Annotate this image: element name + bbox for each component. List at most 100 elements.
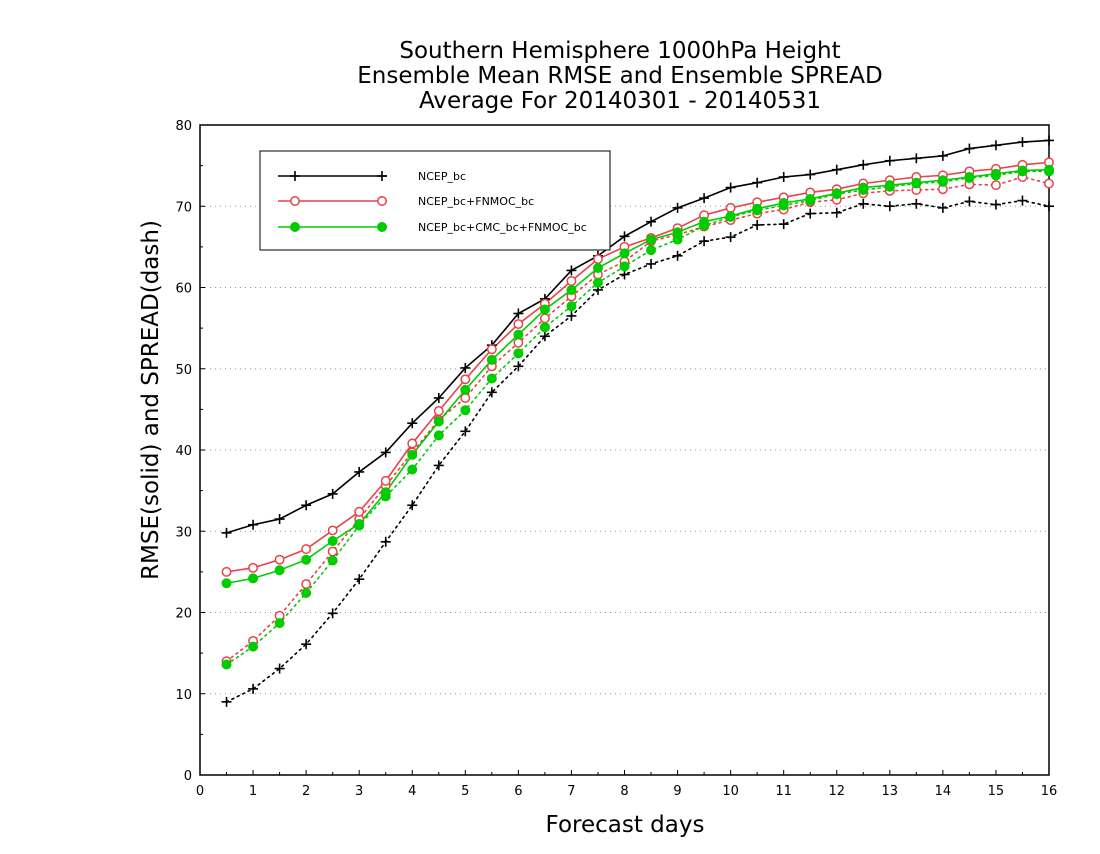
- spread-point-ncep-bc-fnmoc-bc: [327, 546, 338, 557]
- spread-point-ncep-bc-cmc-bc-fnmoc-bc: [460, 405, 471, 416]
- x-tick-label-15: 15: [988, 784, 1005, 799]
- series-layer: [221, 135, 1054, 707]
- spread-line-ncep-bc-fnmoc-bc: [225, 176, 1050, 663]
- rmse-point-ncep-bc: [327, 488, 338, 499]
- x-tick-label-8: 8: [620, 784, 628, 799]
- spread-point-ncep-bc-fnmoc-bc: [460, 393, 471, 403]
- rmse-point-ncep-bc-cmc-bc-fnmoc-bc: [327, 536, 338, 546]
- rmse-point-ncep-bc: [566, 265, 577, 276]
- spread-point-ncep-bc: [407, 500, 418, 511]
- rmse-point-ncep-bc: [354, 466, 365, 477]
- spread-point-ncep-bc: [646, 258, 657, 269]
- rmse-point-ncep-bc: [911, 153, 922, 164]
- spread-point-ncep-bc-cmc-bc-fnmoc-bc: [646, 245, 657, 256]
- rmse-point-ncep-bc-cmc-bc-fnmoc-bc: [805, 193, 816, 204]
- rmse-point-ncep-bc-cmc-bc-fnmoc-bc: [858, 182, 869, 193]
- spread-point-ncep-bc-cmc-bc-fnmoc-bc: [433, 430, 444, 441]
- spread-point-ncep-bc: [937, 202, 948, 213]
- rmse-point-ncep-bc: [805, 169, 816, 180]
- rmse-point-ncep-bc-cmc-bc-fnmoc-bc: [990, 168, 1001, 179]
- y-tick-label-80: 80: [175, 119, 192, 134]
- spread-point-ncep-bc: [725, 232, 736, 243]
- spread-point-ncep-bc: [539, 331, 550, 342]
- rmse-point-ncep-bc: [964, 143, 975, 154]
- spread-point-ncep-bc: [778, 219, 789, 230]
- spread-point-ncep-bc: [301, 639, 312, 650]
- spread-point-ncep-bc: [1017, 195, 1028, 206]
- rmse-point-ncep-bc-cmc-bc-fnmoc-bc: [725, 211, 736, 221]
- rmse-point-ncep-bc-fnmoc-bc: [221, 566, 232, 577]
- rmse-point-ncep-bc-fnmoc-bc: [460, 374, 471, 385]
- spread-point-ncep-bc-fnmoc-bc: [1044, 178, 1054, 189]
- rmse-point-ncep-bc-cmc-bc-fnmoc-bc: [301, 554, 312, 565]
- rmse-point-ncep-bc: [699, 193, 710, 204]
- spread-point-ncep-bc-cmc-bc-fnmoc-bc: [248, 641, 259, 652]
- spread-point-ncep-bc-fnmoc-bc: [301, 579, 312, 590]
- spread-point-ncep-bc: [274, 663, 285, 674]
- y-axis-label: RMSE(solid) and SPREAD(dash): [138, 220, 164, 580]
- rmse-point-ncep-bc-cmc-bc-fnmoc-bc: [486, 354, 497, 365]
- x-axis-label: Forecast days: [546, 812, 705, 838]
- spread-point-ncep-bc-fnmoc-bc: [539, 313, 550, 324]
- rmse-point-ncep-bc-fnmoc-bc: [274, 554, 285, 565]
- rmse-point-ncep-bc-cmc-bc-fnmoc-bc: [619, 248, 630, 259]
- spread-point-ncep-bc: [805, 208, 816, 219]
- spread-point-ncep-bc: [699, 236, 710, 247]
- rmse-point-ncep-bc-fnmoc-bc: [513, 319, 524, 330]
- rmse-point-ncep-bc-cmc-bc-fnmoc-bc: [1017, 165, 1028, 176]
- rmse-point-ncep-bc-cmc-bc-fnmoc-bc: [911, 177, 922, 188]
- rmse-point-ncep-bc-cmc-bc-fnmoc-bc: [566, 284, 577, 295]
- spread-point-ncep-bc: [327, 608, 338, 619]
- rmse-point-ncep-bc-fnmoc-bc: [433, 406, 444, 416]
- spread-point-ncep-bc-cmc-bc-fnmoc-bc: [407, 464, 418, 475]
- rmse-point-ncep-bc-cmc-bc-fnmoc-bc: [274, 565, 285, 576]
- rmse-point-ncep-bc-cmc-bc-fnmoc-bc: [248, 573, 259, 584]
- spread-point-ncep-bc: [433, 460, 444, 471]
- rmse-point-ncep-bc: [301, 500, 312, 511]
- rmse-point-ncep-bc-cmc-bc-fnmoc-bc: [1044, 164, 1054, 175]
- spread-point-ncep-bc: [964, 196, 975, 207]
- rmse-point-ncep-bc-cmc-bc-fnmoc-bc: [646, 234, 657, 245]
- chart-title-line-1: Southern Hemisphere 1000hPa Height: [399, 38, 840, 64]
- rmse-point-ncep-bc-cmc-bc-fnmoc-bc: [513, 329, 524, 340]
- spread-point-ncep-bc-cmc-bc-fnmoc-bc: [619, 261, 630, 272]
- rmse-point-ncep-bc-cmc-bc-fnmoc-bc: [937, 175, 948, 186]
- spread-point-ncep-bc: [911, 198, 922, 209]
- rmse-point-ncep-bc: [858, 159, 869, 170]
- rmse-point-ncep-bc-fnmoc-bc: [725, 202, 736, 213]
- spread-point-ncep-bc: [566, 310, 577, 321]
- x-tick-label-14: 14: [935, 784, 952, 799]
- y-tick-label-40: 40: [175, 444, 192, 459]
- spread-point-ncep-bc: [672, 250, 683, 261]
- rmse-point-ncep-bc: [646, 216, 657, 227]
- spread-point-ncep-bc: [990, 199, 1001, 210]
- rmse-point-ncep-bc-cmc-bc-fnmoc-bc: [433, 416, 444, 427]
- legend: NCEP_bc NCEP_bc+FNMOC_bc NCEP_bc+CMC_bc+FN…: [259, 150, 611, 251]
- x-tick-label-1: 1: [249, 784, 257, 799]
- rmse-point-ncep-bc-cmc-bc-fnmoc-bc: [672, 227, 683, 238]
- rmse-point-ncep-bc-fnmoc-bc: [354, 506, 365, 517]
- rmse-point-ncep-bc: [1044, 135, 1054, 146]
- rmse-point-ncep-bc-cmc-bc-fnmoc-bc: [752, 203, 763, 214]
- rmse-point-ncep-bc-cmc-bc-fnmoc-bc: [407, 449, 418, 460]
- legend-marker-ncep-bc: [377, 171, 387, 181]
- spread-point-ncep-bc: [1044, 201, 1054, 212]
- rmse-point-ncep-bc: [460, 362, 471, 373]
- x-tick-label-16: 16: [1041, 784, 1058, 799]
- spread-point-ncep-bc: [248, 683, 259, 694]
- y-tick-label-30: 30: [175, 525, 192, 540]
- spread-point-ncep-bc-cmc-bc-fnmoc-bc: [327, 555, 338, 566]
- x-tick-label-4: 4: [408, 784, 416, 799]
- x-tick-label-9: 9: [673, 784, 681, 799]
- x-tick-label-10: 10: [722, 784, 739, 799]
- rmse-point-ncep-bc-cmc-bc-fnmoc-bc: [460, 384, 471, 395]
- rmse-point-ncep-bc: [831, 164, 842, 175]
- x-tick-label-0: 0: [196, 784, 204, 799]
- rmse-point-ncep-bc: [752, 177, 763, 188]
- rmse-point-ncep-bc: [990, 140, 1001, 151]
- rmse-point-ncep-bc: [274, 514, 285, 525]
- y-tick-label-10: 10: [175, 688, 192, 703]
- spread-point-ncep-bc: [858, 198, 869, 209]
- spread-point-ncep-bc: [752, 219, 763, 230]
